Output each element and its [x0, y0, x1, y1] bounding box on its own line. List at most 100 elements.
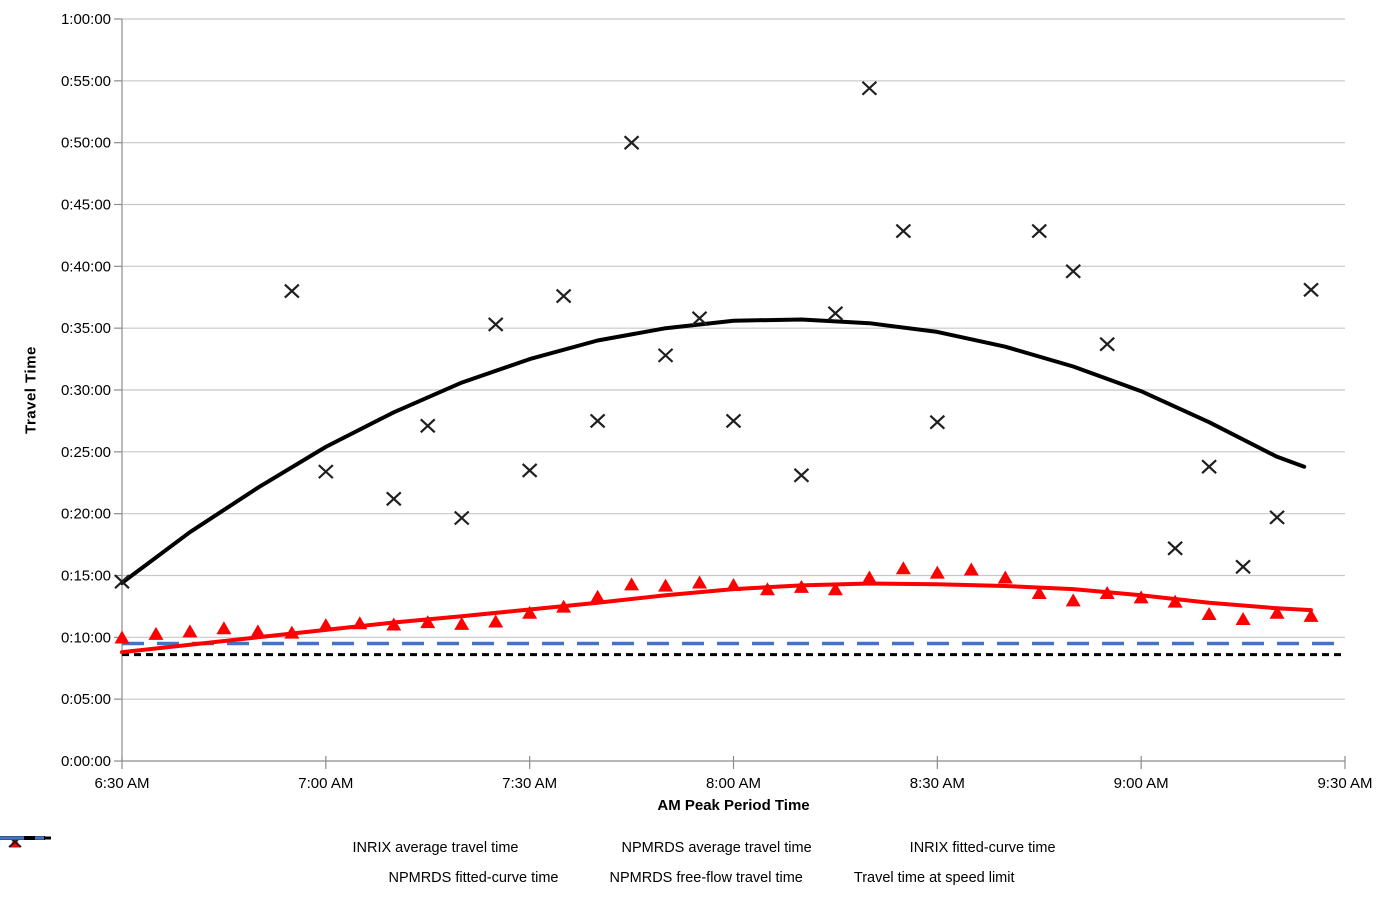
x-marker	[1201, 459, 1217, 474]
y-tick-label: 0:25:00	[61, 444, 111, 461]
triangle-marker	[488, 614, 504, 628]
legend-label: INRIX fitted-curve time	[909, 840, 1056, 856]
x-marker	[1065, 263, 1081, 279]
triangle-marker	[420, 615, 436, 629]
triangle-marker	[386, 617, 402, 631]
x-tick-label: 9:00 AM	[1114, 775, 1169, 792]
y-tick-label: 0:40:00	[61, 258, 111, 275]
triangle-marker	[624, 577, 640, 591]
y-tick-label: 1:00:00	[61, 11, 111, 28]
y-tick-label: 0:30:00	[61, 382, 111, 399]
legend-item-travel-time-at-speed-limit: Travel time at speed limit	[0, 836, 1015, 886]
triangle-marker	[182, 624, 198, 638]
triangle-marker	[318, 618, 334, 632]
x-marker	[453, 510, 470, 526]
x-marker	[725, 413, 742, 429]
x-tick-label: 7:00 AM	[298, 775, 353, 792]
x-axis-title: AM Peak Period Time	[657, 797, 810, 814]
x-marker	[929, 414, 946, 430]
triangle-marker	[1269, 605, 1285, 619]
x-marker	[114, 574, 130, 589]
triangle-marker	[216, 621, 232, 635]
x-marker	[1167, 540, 1183, 556]
x-tick-label: 9:30 AM	[1317, 775, 1372, 792]
triangle-marker	[1235, 611, 1251, 625]
dashed-line-icon	[0, 836, 55, 840]
y-tick-label: 0:50:00	[61, 135, 111, 152]
y-tick-label: 0:45:00	[61, 197, 111, 214]
x-marker	[691, 310, 708, 326]
series-npmrds-fitted-curve-time	[120, 317, 1307, 585]
y-tick-labels: 0:00:00 0:05:00 0:10:00 0:15:00 0:20:00 0:25:…	[61, 11, 111, 770]
triangle-marker	[1065, 593, 1081, 607]
legend-label: NPMRDS free-flow travel time	[609, 870, 803, 886]
legend-row: INRIX average travel time NPMRDS average …	[0, 833, 1400, 863]
legend: INRIX average travel time NPMRDS average …	[0, 833, 1400, 893]
x-marker	[1099, 336, 1115, 352]
y-axis-title: Travel Time	[22, 346, 40, 434]
legend-item-npmrds-free-flow-travel-time: NPMRDS free-flow travel time	[0, 836, 803, 886]
triangle-marker	[556, 599, 572, 613]
x-marker	[1269, 510, 1285, 525]
x-marker	[487, 317, 504, 332]
triangle-marker	[352, 616, 368, 630]
legend-item-inrix-fitted-curve-time: INRIX fitted-curve time	[0, 836, 1056, 856]
x-tick-label: 8:30 AM	[910, 775, 965, 792]
x-marker	[521, 463, 538, 478]
triangle-marker	[929, 565, 945, 579]
triangle-marker	[692, 575, 708, 589]
y-tick-label: 0:55:00	[61, 73, 111, 90]
x-tick-labels: 6:30 AM 7:00 AM 7:30 AM 8:00 AM 8:30 AM 9:00 …	[94, 775, 1372, 792]
y-tick-label: 0:05:00	[61, 691, 111, 708]
triangle-marker	[997, 570, 1013, 584]
triangle-marker	[827, 582, 843, 596]
triangle-marker	[1133, 590, 1149, 604]
x-marker	[827, 306, 844, 321]
triangle-marker	[590, 589, 606, 603]
legend-item-npmrds-fitted-curve-time: NPMRDS fitted-curve time	[0, 836, 559, 886]
triangle-marker	[793, 579, 809, 593]
triangle-marker	[454, 616, 470, 630]
x-marker	[284, 283, 300, 299]
legend-label: INRIX average travel time	[352, 840, 519, 856]
legend-item-inrix-average-travel-time: INRIX average travel time	[9, 836, 519, 856]
x-marker	[318, 464, 334, 479]
x-marker	[861, 80, 878, 96]
axis-ticks	[114, 18, 1346, 769]
triangle-marker	[759, 582, 775, 596]
legend-label: NPMRDS fitted-curve time	[388, 870, 559, 886]
triangle-marker	[250, 624, 266, 638]
x-marker	[793, 468, 810, 483]
y-tick-label: 0:20:00	[61, 506, 111, 523]
y-tick-label: 0:10:00	[61, 629, 111, 646]
long-dash-line-icon	[0, 836, 55, 840]
triangle-marker	[895, 561, 911, 575]
x-marker	[386, 491, 402, 507]
x-marker	[1235, 559, 1251, 575]
x-marker	[1303, 282, 1319, 298]
triangle-marker	[114, 630, 130, 644]
triangle-marker	[148, 626, 164, 640]
x-tick-label: 7:30 AM	[502, 775, 557, 792]
triangle-marker	[522, 605, 538, 619]
legend-row: NPMRDS fitted-curve time NPMRDS free-flow…	[0, 836, 1400, 893]
y-tick-label: 0:00:00	[61, 753, 111, 770]
x-marker	[1031, 223, 1047, 239]
y-tick-label: 0:15:00	[61, 568, 111, 585]
triangle-marker	[1031, 586, 1047, 600]
x-marker	[623, 135, 640, 150]
triangle-marker	[1167, 594, 1183, 608]
triangle-marker	[726, 577, 741, 591]
triangle-marker	[1099, 586, 1115, 600]
triangle-marker	[284, 625, 300, 639]
triangle-marker	[1303, 608, 1319, 622]
y-tick-label: 0:35:00	[61, 320, 111, 337]
y-gridlines	[122, 18, 1345, 700]
legend-label: NPMRDS average travel time	[621, 840, 812, 856]
series-npmrds-average-travel-time	[114, 80, 1319, 589]
x-marker	[555, 288, 572, 304]
triangle-marker	[963, 562, 979, 576]
x-marker	[657, 348, 674, 363]
triangle-marker	[658, 578, 674, 592]
